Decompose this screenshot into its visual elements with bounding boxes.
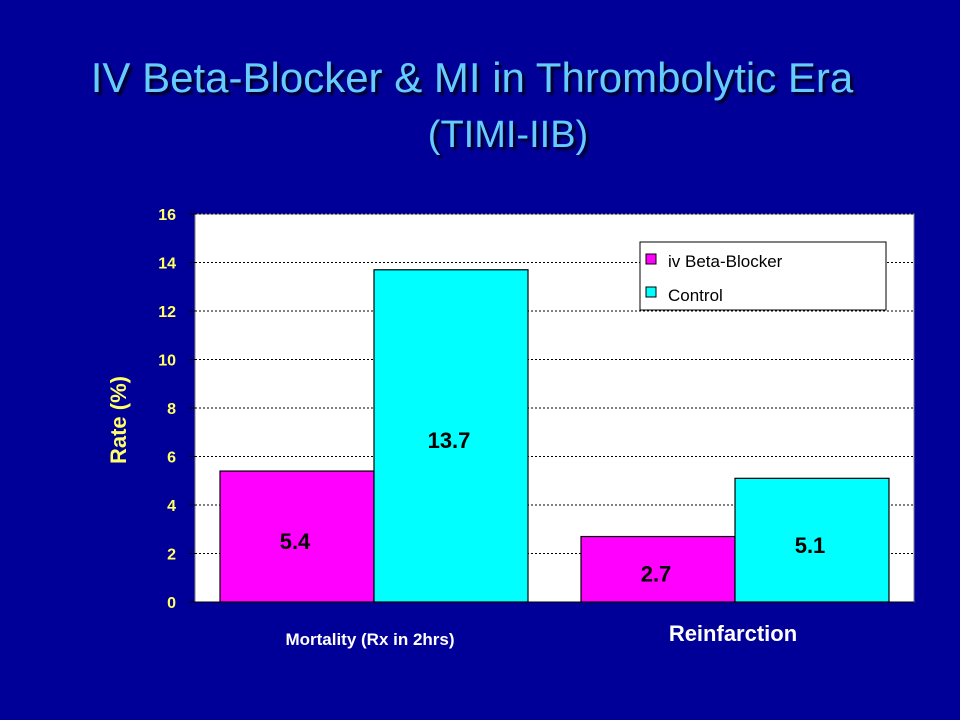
y-axis-label: Rate (%)	[106, 376, 131, 464]
page-subtitle: (TIMI-IIB)	[427, 114, 589, 156]
legend-swatch-beta-blocker	[645, 253, 657, 265]
legend-box	[639, 241, 887, 311]
p-value-annotation-mortality: p=0.01	[320, 233, 373, 252]
data-label: 5.4	[280, 529, 311, 554]
data-label: 13.7	[428, 428, 471, 453]
y-tick-label: 12	[158, 304, 176, 321]
y-tick-label: 6	[167, 450, 176, 467]
x-category-label-mortality: Mortality (Rx in 2hrs)	[285, 630, 454, 649]
y-tick-label: 2	[167, 547, 176, 564]
bar-beta-blocker-1	[580, 535, 736, 603]
x-category-label-reinfarction: Reinfarction	[669, 621, 797, 646]
data-label: 2.7	[641, 562, 672, 587]
legend: iv Beta-Blocker Control	[639, 241, 887, 311]
legend-swatch-control	[645, 286, 657, 298]
legend-label-beta-blocker: iv Beta-Blocker	[668, 252, 783, 271]
bars	[219, 269, 890, 603]
legend-label-control: Control	[668, 286, 723, 305]
data-labels: 5.4 13.7 2.7 5.1	[280, 428, 826, 587]
bar-control-0	[373, 269, 529, 603]
y-tick-label: 4	[167, 498, 176, 515]
data-label: 5.1	[795, 533, 826, 558]
y-tick-label: 10	[158, 353, 176, 370]
page-title: IV Beta-Blocker & MI in Thrombolytic Era	[90, 54, 854, 101]
p-value-annotation-reinfarction: p=0.02	[711, 431, 764, 450]
y-tick-label: 16	[158, 207, 176, 224]
y-tick-label: 14	[158, 256, 176, 273]
y-axis-ticks: 0 2 4 6 8 10 12 14 16	[158, 207, 914, 612]
bar-control-1	[734, 477, 890, 603]
y-tick-label: 8	[167, 401, 176, 418]
y-tick-label: 0	[167, 595, 176, 612]
